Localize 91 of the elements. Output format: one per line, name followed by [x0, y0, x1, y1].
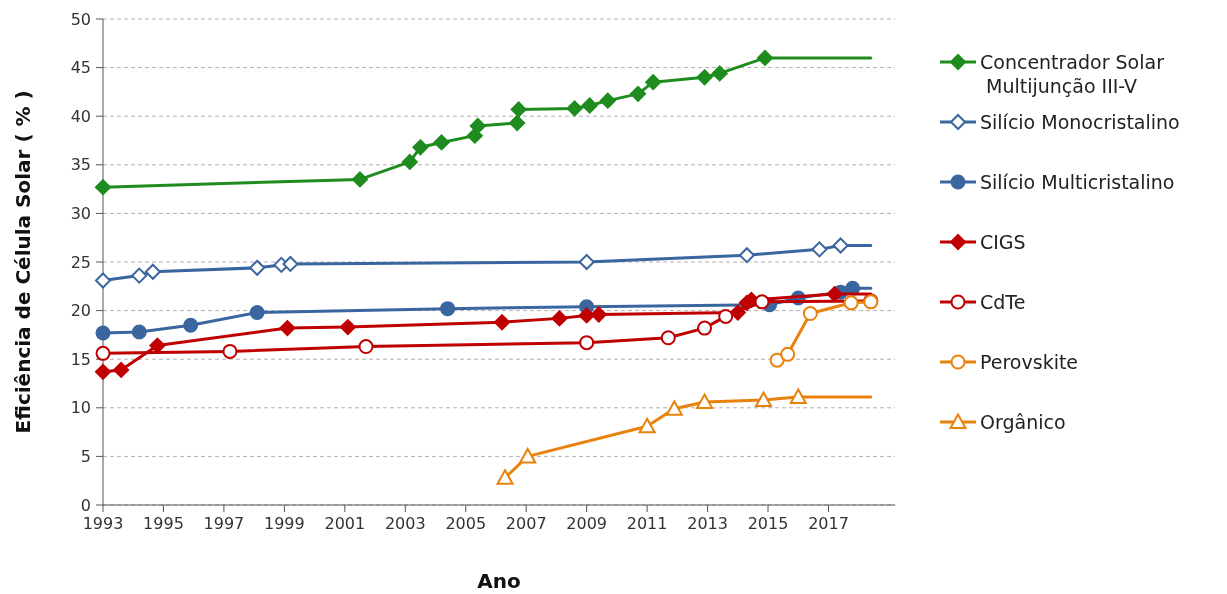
x-tick-label: 1997 — [203, 514, 245, 533]
point — [581, 97, 598, 114]
point — [249, 305, 265, 321]
point — [754, 294, 770, 310]
point — [401, 153, 418, 170]
point — [843, 295, 859, 311]
y-tick-label: 5 — [80, 447, 91, 466]
y-tick-label: 30 — [70, 204, 91, 223]
point — [769, 352, 785, 368]
x-tick-label: 1999 — [264, 514, 305, 533]
point — [811, 241, 828, 258]
point — [95, 363, 111, 380]
point — [412, 139, 429, 156]
x-tick-label: 2015 — [747, 514, 789, 533]
y-axis-title: Eficiência de Célula Solar ( % ) — [11, 90, 35, 434]
x-tick-label: 2009 — [566, 514, 608, 533]
point — [696, 69, 713, 86]
legend-label: Silício Monocristalino — [980, 110, 1180, 133]
point — [578, 254, 595, 270]
legend-label: Concentrador Solar Multijunção III-V — [980, 50, 1165, 97]
point — [630, 85, 647, 102]
point — [665, 400, 683, 416]
point — [144, 263, 161, 280]
x-axis-title: Ano — [477, 569, 521, 593]
point — [494, 314, 511, 331]
legend-label: Perovskite — [980, 350, 1079, 373]
point — [551, 310, 568, 327]
point — [638, 417, 656, 434]
point — [802, 306, 818, 322]
x-tick-label: 2005 — [445, 514, 487, 533]
point — [832, 237, 849, 254]
y-tick-label: 25 — [70, 252, 91, 272]
point — [755, 391, 772, 408]
y-tick-label: 50 — [70, 9, 91, 29]
point — [433, 134, 450, 151]
y-tick-label: 10 — [70, 398, 91, 418]
point — [590, 306, 607, 323]
point — [440, 301, 456, 317]
point — [660, 330, 676, 346]
point — [95, 345, 111, 361]
point — [183, 317, 199, 333]
point — [496, 469, 514, 485]
point — [757, 49, 774, 66]
point — [351, 171, 368, 188]
point — [789, 388, 807, 405]
point — [645, 74, 662, 91]
point — [510, 101, 527, 118]
legend-label: Silício Multicristalino — [980, 170, 1175, 193]
y-tick-label: 15 — [70, 349, 91, 369]
point — [578, 307, 595, 324]
point — [131, 324, 147, 340]
x-tick-label: 2007 — [505, 514, 547, 533]
x-tick-label: 2017 — [808, 514, 849, 533]
point — [279, 320, 296, 337]
x-tick-label: 2003 — [384, 514, 426, 533]
point — [249, 259, 266, 276]
legend-label: CdTe — [980, 290, 1026, 313]
point — [469, 117, 486, 134]
x-tick-label: 2013 — [687, 514, 728, 533]
point — [780, 346, 796, 362]
y-tick-label: 40 — [70, 106, 91, 126]
legend-label: CIGS — [980, 230, 1026, 253]
point — [519, 447, 537, 464]
point — [222, 343, 238, 359]
point — [339, 319, 356, 336]
point — [131, 267, 148, 284]
point — [509, 115, 526, 131]
point — [738, 247, 755, 264]
y-tick-label: 20 — [70, 301, 91, 321]
point — [566, 100, 583, 117]
point — [282, 255, 299, 272]
point — [599, 92, 616, 109]
point — [358, 339, 374, 355]
point — [697, 320, 713, 336]
y-tick-label: 45 — [70, 58, 91, 78]
point — [95, 272, 111, 289]
point — [95, 179, 111, 196]
point — [711, 65, 728, 82]
point — [579, 335, 595, 351]
point — [95, 325, 111, 341]
y-tick-label: 0 — [80, 495, 91, 515]
x-tick-label: 1995 — [143, 514, 184, 533]
point — [826, 286, 843, 303]
legend-label: Orgânico — [980, 410, 1066, 433]
point — [696, 393, 714, 409]
point — [718, 308, 734, 324]
x-tick-label: 1993 — [82, 514, 124, 533]
x-tick-label: 2011 — [626, 514, 668, 533]
point — [113, 361, 130, 378]
x-tick-label: 2001 — [324, 514, 366, 533]
y-tick-label: 35 — [70, 155, 91, 175]
